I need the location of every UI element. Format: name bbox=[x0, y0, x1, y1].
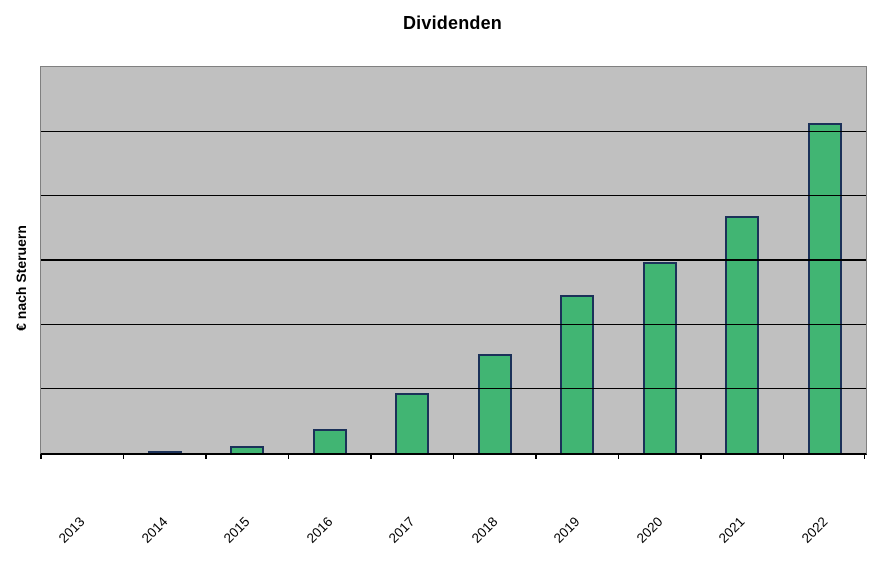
y-gridline bbox=[41, 387, 866, 390]
bar-2018 bbox=[477, 354, 512, 453]
x-tick-label-2022: 2022 bbox=[798, 514, 831, 546]
x-axis-tick bbox=[700, 454, 702, 459]
bar-2016 bbox=[312, 429, 347, 453]
x-axis-tick bbox=[370, 454, 372, 459]
chart-title: Dividenden bbox=[402, 13, 502, 33]
y-gridline bbox=[41, 194, 866, 197]
y-gridline bbox=[41, 323, 866, 326]
x-tick-label-2021: 2021 bbox=[716, 514, 748, 546]
bar-2017 bbox=[395, 393, 430, 453]
x-tick-label-2017: 2017 bbox=[386, 514, 418, 546]
bar-2021 bbox=[725, 216, 760, 453]
x-tick-label-2013: 2013 bbox=[56, 514, 88, 546]
x-axis-tick bbox=[782, 454, 784, 459]
y-gridline bbox=[41, 259, 866, 261]
x-tick-label-2015: 2015 bbox=[221, 514, 253, 546]
y-axis-label: € nach Steruern bbox=[13, 225, 29, 331]
x-tick-label-2014: 2014 bbox=[138, 514, 171, 546]
x-axis-tick bbox=[40, 454, 42, 459]
bar-2020 bbox=[642, 262, 677, 453]
bar-2014 bbox=[147, 451, 182, 453]
x-axis-tick bbox=[452, 454, 454, 459]
plot-area bbox=[40, 66, 867, 455]
x-tick-label-2018: 2018 bbox=[468, 514, 501, 546]
x-axis-tick bbox=[535, 454, 537, 459]
x-tick-label-2016: 2016 bbox=[303, 514, 336, 546]
bar-2022 bbox=[807, 123, 842, 453]
x-axis-tick bbox=[863, 454, 865, 459]
x-axis-tick bbox=[205, 454, 207, 459]
x-tick-label-2020: 2020 bbox=[633, 514, 666, 546]
x-axis-tick bbox=[617, 454, 619, 459]
y-gridline bbox=[41, 130, 866, 133]
x-tick-label-2019: 2019 bbox=[551, 514, 583, 546]
x-axis-tick bbox=[122, 454, 124, 459]
bar-2015 bbox=[230, 446, 265, 453]
bar-2019 bbox=[560, 295, 595, 453]
x-axis-tick bbox=[287, 454, 289, 459]
